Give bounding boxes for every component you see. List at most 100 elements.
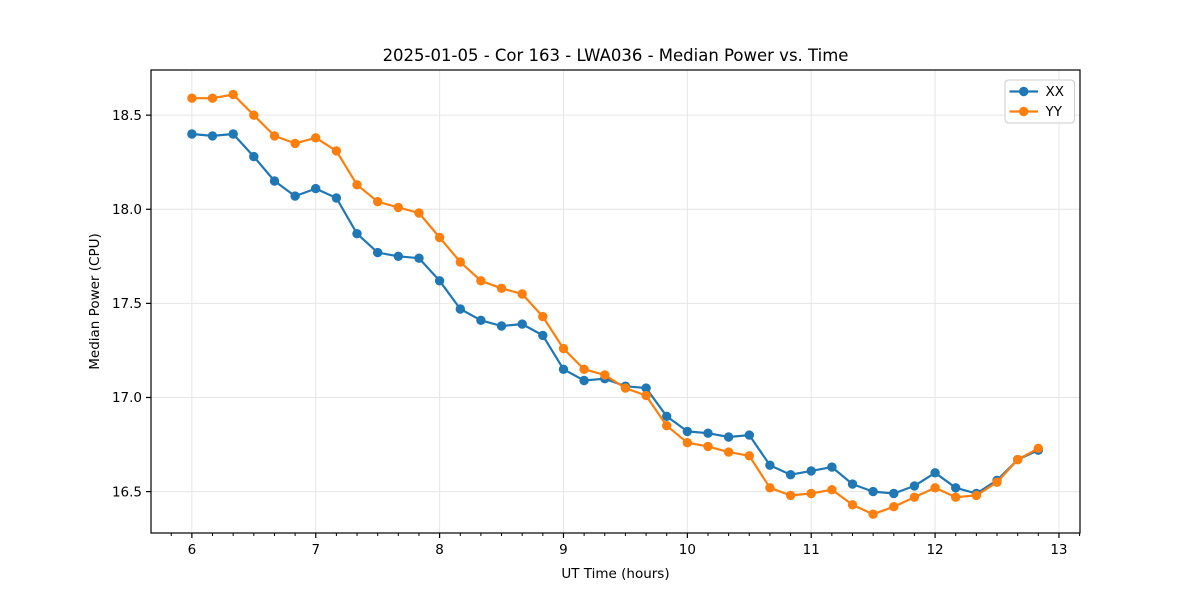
- marker-XX: [827, 462, 837, 472]
- marker-YY: [847, 500, 858, 510]
- y-axis-label: Median Power (CPU): [87, 233, 103, 369]
- marker-YY: [434, 232, 445, 243]
- legend-box: [1004, 79, 1075, 124]
- marker-XX: [641, 383, 651, 393]
- marker-YY: [331, 146, 342, 156]
- marker-XX: [868, 486, 878, 497]
- x-tick-label: 7: [311, 542, 320, 558]
- marker-YY: [476, 276, 486, 286]
- marker-YY: [641, 390, 651, 401]
- marker-XX: [558, 364, 569, 374]
- marker-YY: [682, 438, 692, 448]
- marker-YY: [827, 485, 837, 495]
- marker-XX: [662, 411, 672, 421]
- x-tick-label: 13: [1050, 542, 1067, 558]
- marker-YY: [496, 283, 507, 293]
- y-tick-label: 18.5: [112, 108, 142, 124]
- marker-XX: [187, 129, 197, 139]
- marker-YY: [228, 89, 238, 100]
- marker-YY: [930, 483, 940, 493]
- y-tick-label: 17.5: [112, 296, 142, 312]
- marker-XX: [331, 193, 342, 203]
- marker-XX: [909, 481, 920, 491]
- x-tick-label: 8: [435, 542, 444, 558]
- marker-YY: [909, 492, 920, 502]
- marker-YY: [1013, 454, 1023, 465]
- marker-XX: [703, 428, 713, 438]
- marker-XX: [455, 304, 465, 314]
- marker-XX: [249, 151, 259, 162]
- marker-YY: [249, 110, 259, 120]
- marker-YY: [951, 492, 961, 502]
- y-tick-label: 18.0: [112, 202, 142, 218]
- series-line-YY: [190, 93, 1040, 516]
- marker-YY: [889, 502, 899, 512]
- marker-YY: [393, 202, 403, 213]
- marker-YY: [785, 490, 796, 501]
- marker-XX: [579, 375, 589, 386]
- marker-XX: [806, 466, 816, 476]
- x-tick-label: 10: [679, 542, 696, 558]
- marker-XX: [538, 330, 548, 341]
- marker-XX: [889, 488, 899, 499]
- marker-YY: [806, 488, 816, 499]
- marker-YY: [373, 197, 383, 207]
- marker-YY: [579, 364, 589, 374]
- x-tick-label: 9: [559, 542, 568, 558]
- marker-YY: [662, 421, 672, 431]
- axes-spines: [150, 69, 1081, 534]
- marker-XX: [785, 470, 796, 480]
- marker-XX: [311, 183, 321, 194]
- marker-YY: [311, 133, 321, 143]
- marker-XX: [476, 315, 486, 325]
- marker-XX: [930, 468, 940, 478]
- marker-XX: [723, 432, 734, 442]
- x-tick-label: 12: [926, 542, 943, 558]
- marker-XX: [434, 276, 445, 286]
- y-tick-label: 17.0: [112, 390, 142, 406]
- x-tick-label: 6: [188, 542, 197, 558]
- marker-YY: [744, 451, 754, 461]
- marker-XX: [269, 176, 280, 186]
- legend-sample-marker-XX: [1019, 86, 1029, 97]
- marker-XX: [352, 229, 362, 239]
- marker-YY: [455, 257, 465, 267]
- marker-XX: [207, 131, 218, 141]
- marker-YY: [352, 180, 362, 190]
- marker-YY: [868, 509, 878, 519]
- plot-area: 6 7 8 9 10 11 12 13 16.5 17.0 17.5 18.0 18.5: [112, 69, 1081, 558]
- legend: XX YY: [1004, 79, 1075, 124]
- marker-YY: [992, 477, 1002, 487]
- chart-title: 2025-01-05 - Cor 163 - LWA036 - Median P…: [383, 46, 849, 65]
- y-tick-label: 16.5: [112, 484, 142, 500]
- x-axis-label: UT Time (hours): [561, 566, 669, 582]
- legend-label-YY: YY: [1045, 104, 1063, 120]
- marker-YY: [187, 93, 197, 103]
- marker-XX: [744, 430, 754, 440]
- marker-YY: [538, 311, 548, 322]
- legend-sample-marker-YY: [1019, 106, 1029, 117]
- marker-YY: [765, 483, 775, 493]
- marker-XX: [290, 191, 300, 201]
- marker-YY: [558, 343, 569, 354]
- marker-YY: [269, 131, 280, 141]
- marker-YY: [600, 370, 610, 380]
- marker-YY: [290, 138, 300, 149]
- marker-XX: [951, 483, 961, 493]
- x-tick-label: 11: [803, 542, 820, 558]
- marker-YY: [971, 490, 982, 501]
- marker-YY: [703, 441, 713, 452]
- marker-YY: [1033, 443, 1044, 453]
- marker-XX: [228, 129, 238, 139]
- legend-label-XX: XX: [1046, 84, 1065, 100]
- marker-XX: [414, 253, 424, 263]
- marker-XX: [373, 247, 383, 258]
- marker-YY: [723, 447, 734, 457]
- marker-XX: [765, 460, 775, 470]
- marker-XX: [496, 321, 507, 331]
- marker-XX: [682, 426, 692, 437]
- marker-XX: [517, 319, 527, 329]
- marker-XX: [393, 251, 403, 261]
